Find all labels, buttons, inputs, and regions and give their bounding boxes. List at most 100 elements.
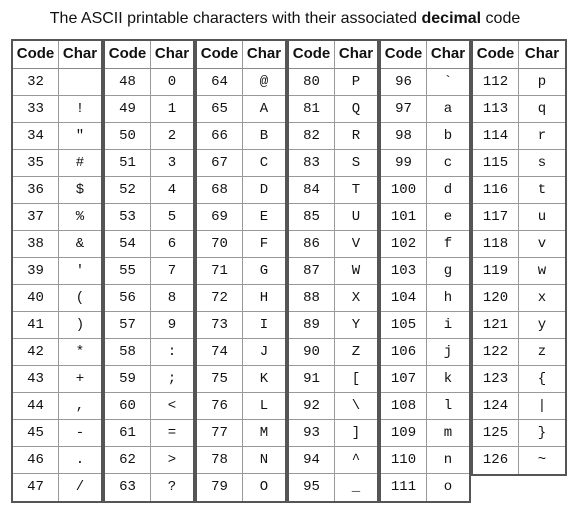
char-cell: p <box>519 69 565 96</box>
code-cell: 70 <box>197 231 243 258</box>
char-cell: > <box>151 447 193 474</box>
char-cell: / <box>75 479 85 495</box>
column-group-3: Code Char 64 @65 A 66 B 67 C 68 D 69 E 70 F 71 G 72 H 73 I 74… <box>195 39 287 503</box>
code-cell: 120 <box>473 285 519 312</box>
code-cell: 78 <box>197 447 243 474</box>
column-group-6: Code Char 112 p 113 q 114 r 115 s 116 t 117 u 118 v 119 w… <box>471 39 567 476</box>
char-cell: R <box>335 123 377 150</box>
char-cell <box>59 69 101 96</box>
code-cell: 63 <box>105 474 151 501</box>
code-cell: 97 <box>381 96 427 123</box>
code-cell: 94 <box>289 447 335 474</box>
char-cell: 5 <box>151 204 193 231</box>
code-cell: 67 <box>197 150 243 177</box>
char-cell: \ <box>335 393 377 420</box>
code-cell: 58 <box>105 339 151 366</box>
char-cell: ? <box>167 479 177 495</box>
char-cell: L <box>243 393 285 420</box>
char-cell: J <box>243 339 285 366</box>
column-group-2: Code Char 48 0 49 1 50 2 51 3 52 4 53 5 54 6 55 7 56 8 57 9 58… <box>103 39 195 503</box>
char-cell: Q <box>335 96 377 123</box>
code-cell: 46 <box>13 447 59 474</box>
char-cell: n <box>427 447 469 474</box>
code-cell: 117 <box>473 204 519 231</box>
char-cell: N <box>243 447 285 474</box>
code-cell: 76 <box>197 393 243 420</box>
header-char: Char <box>427 41 469 69</box>
char-cell: * <box>59 339 101 366</box>
char-cell: i <box>427 312 469 339</box>
char-cell: ( <box>59 285 101 312</box>
header-code: Code <box>13 41 59 69</box>
char-cell: - <box>59 420 101 447</box>
code-cell: 57 <box>105 312 151 339</box>
char-cell: o <box>443 479 453 495</box>
header-code: Code <box>105 41 151 69</box>
char-cell: q <box>519 96 565 123</box>
char-cell: S <box>335 150 377 177</box>
header-code: Code <box>473 41 519 69</box>
code-cell: 86 <box>289 231 335 258</box>
char-cell: z <box>519 339 565 366</box>
char-cell: e <box>427 204 469 231</box>
code-cell: 101 <box>381 204 427 231</box>
code-cell: 54 <box>105 231 151 258</box>
char-cell: : <box>151 339 193 366</box>
char-cell: y <box>519 312 565 339</box>
char-cell: 9 <box>151 312 193 339</box>
char-cell: V <box>335 231 377 258</box>
char-cell: , <box>59 393 101 420</box>
char-cell: W <box>335 258 377 285</box>
header-char: Char <box>59 41 101 69</box>
char-cell: g <box>427 258 469 285</box>
code-cell: 105 <box>381 312 427 339</box>
code-cell: 60 <box>105 393 151 420</box>
code-cell: 121 <box>473 312 519 339</box>
code-cell: 98 <box>381 123 427 150</box>
char-cell: ; <box>151 366 193 393</box>
char-cell: ~ <box>537 452 547 468</box>
char-cell: } <box>519 420 565 447</box>
code-cell: 73 <box>197 312 243 339</box>
char-cell: $ <box>59 177 101 204</box>
title-suffix: code <box>481 10 521 27</box>
column-group-1: Code Char 32 33! 34 " 35 #36 $37% 38 & 39 ' 40(41) 42 *… <box>11 39 103 503</box>
code-cell: 87 <box>289 258 335 285</box>
code-cell: 82 <box>289 123 335 150</box>
code-cell: 33 <box>13 96 59 123</box>
code-cell: 43 <box>13 366 59 393</box>
header-code: Code <box>197 41 243 69</box>
char-cell: + <box>59 366 101 393</box>
code-cell: 85 <box>289 204 335 231</box>
code-cell: 52 <box>105 177 151 204</box>
header-char: Char <box>243 41 285 69</box>
char-cell: 2 <box>151 123 193 150</box>
char-cell: k <box>427 366 469 393</box>
char-cell: " <box>59 123 101 150</box>
code-cell: 107 <box>381 366 427 393</box>
header-char: Char <box>151 41 193 69</box>
code-cell: 59 <box>105 366 151 393</box>
code-cell: 91 <box>289 366 335 393</box>
code-cell: 116 <box>473 177 519 204</box>
code-cell: 48 <box>105 69 151 96</box>
code-cell: 90 <box>289 339 335 366</box>
header-code: Code <box>381 41 427 69</box>
header-char: Char <box>335 41 377 69</box>
title-bold-word: decimal <box>421 10 482 27</box>
char-cell: ] <box>335 420 377 447</box>
code-cell: 110 <box>381 447 427 474</box>
code-cell: 113 <box>473 96 519 123</box>
char-cell: E <box>243 204 285 231</box>
code-cell: 89 <box>289 312 335 339</box>
char-cell: [ <box>335 366 377 393</box>
char-cell: = <box>151 420 193 447</box>
char-cell: # <box>59 150 101 177</box>
char-cell: B <box>243 123 285 150</box>
code-cell: 103 <box>381 258 427 285</box>
code-cell: 79 <box>197 474 243 501</box>
char-cell: A <box>243 96 285 123</box>
code-cell: 40 <box>13 285 59 312</box>
char-cell: m <box>427 420 469 447</box>
char-cell: 8 <box>151 285 193 312</box>
